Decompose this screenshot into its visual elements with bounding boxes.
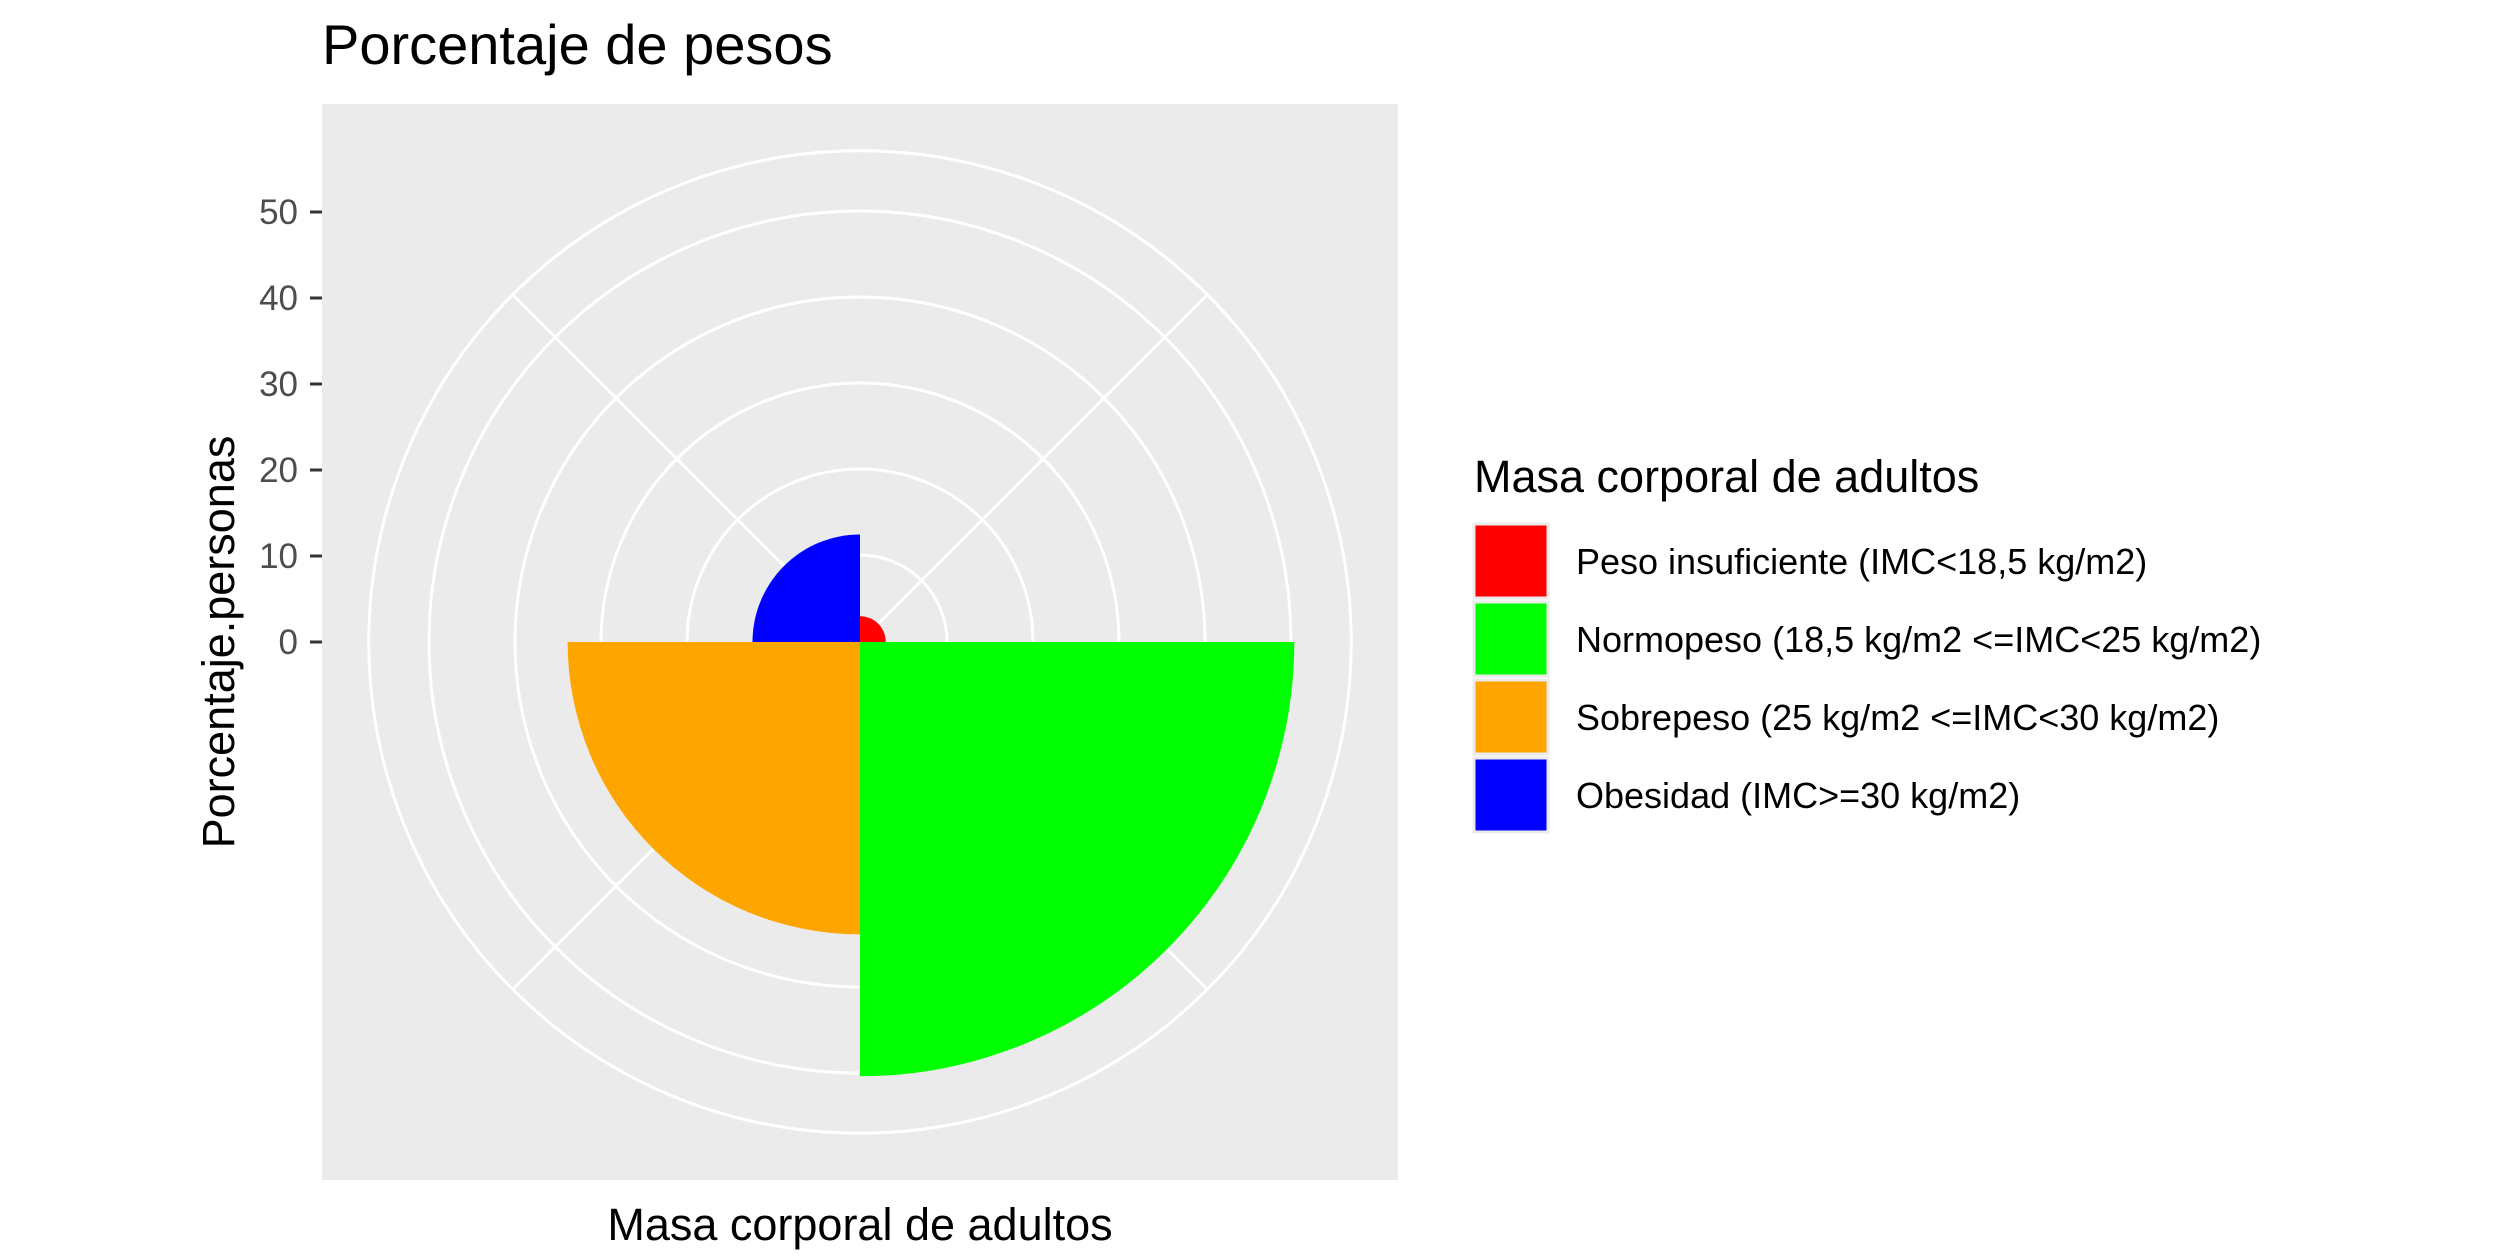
legend-label: Obesidad (IMC>=30 kg/m2)	[1576, 775, 2020, 816]
legend-swatch	[1472, 600, 1550, 678]
bar-sector	[860, 616, 886, 642]
legend-label: Peso insuficiente (IMC<18,5 kg/m2)	[1576, 541, 2147, 582]
x-axis-title: Masa corporal de adultos	[607, 1199, 1112, 1250]
legend-title: Masa corporal de adultos	[1474, 451, 1979, 502]
y-axis: 0 10 20 30 40 50	[259, 193, 322, 662]
legend-label: Sobrepeso (25 kg/m2 <=IMC<30 kg/m2)	[1576, 697, 2219, 738]
y-tick-label: 10	[259, 537, 298, 576]
legend-label: Normopeso (18,5 kg/m2 <=IMC<25 kg/m2)	[1576, 619, 2261, 660]
bar-sector	[752, 534, 860, 642]
bar-sector	[860, 642, 1295, 1077]
y-tick-label: 40	[259, 279, 298, 318]
bars	[567, 534, 1295, 1077]
y-tick-label: 20	[259, 451, 298, 490]
y-tick-label: 30	[259, 365, 298, 404]
legend-swatch	[1472, 678, 1550, 756]
legend-swatch	[1472, 522, 1550, 600]
y-tick-label: 50	[259, 193, 298, 232]
legend-swatch	[1472, 756, 1550, 834]
y-tick-label: 0	[279, 623, 298, 662]
bar-sector	[567, 642, 860, 935]
y-axis-title: Porcentaje.personas	[193, 436, 244, 849]
grid-spoke	[858, 294, 1208, 644]
grid-ring	[367, 149, 1353, 1135]
chart-title: Porcentaje de pesos	[322, 13, 833, 76]
legend: Peso insuficiente (IMC<18,5 kg/m2) Normop…	[1472, 522, 2261, 834]
